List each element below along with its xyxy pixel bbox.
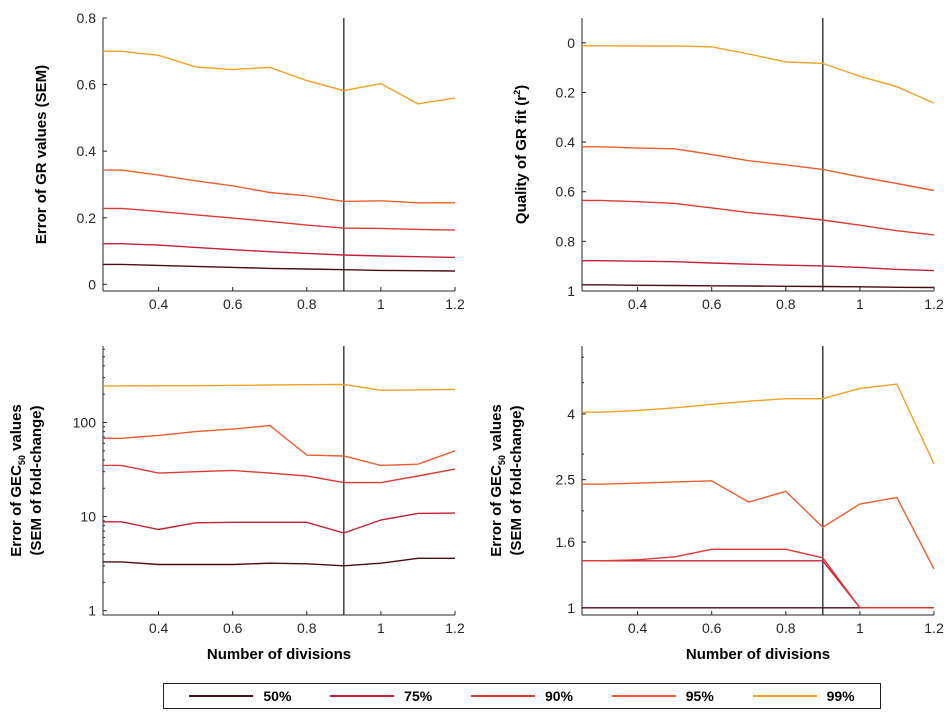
y-tick-label: 2.5: [556, 472, 576, 488]
series-line-95pct: [103, 169, 455, 204]
y-tick-label: 0.2: [556, 84, 576, 100]
series-line-95pct: [103, 424, 456, 467]
x-tick-label: 0.4: [628, 620, 648, 636]
x-tick-label: 1.2: [445, 620, 465, 636]
legend-label: 95%: [685, 688, 714, 704]
series-line-90pct: [103, 207, 456, 231]
y-tick-label: 0: [567, 35, 575, 51]
y-tick-label: 1: [567, 283, 575, 299]
y-tick-label: 0.6: [556, 184, 576, 200]
series-line-95pct: [582, 146, 935, 192]
y-tick-label: 0.2: [77, 210, 97, 226]
x-tick-label: 0.6: [702, 296, 722, 312]
x-tick-label: 1: [856, 620, 864, 636]
series-line-50pct: [103, 263, 456, 272]
series-line-75pct: [103, 242, 456, 259]
y-tick-label: 0.6: [77, 77, 97, 93]
x-tick-label: 0.4: [149, 296, 169, 312]
series-line-95pct: [582, 480, 935, 570]
y-tick-label: 0: [88, 276, 96, 292]
legend-item-90pct: 90%: [470, 688, 573, 704]
series-line-99pct: [103, 383, 456, 392]
y-axis-label-line2: (SEM of fold-change): [508, 406, 525, 556]
y-axis-label: Error of GEC50 values: [8, 404, 27, 557]
series-line-90pct: [582, 548, 934, 609]
y-tick-label: 0.4: [556, 134, 576, 150]
y-tick-label: 10: [80, 509, 96, 525]
x-tick-label: 1.2: [924, 296, 944, 312]
x-tick-label: 1: [377, 620, 385, 636]
y-tick-label: 0.8: [77, 10, 97, 26]
y-tick-label: 1: [88, 603, 96, 619]
legend-swatch: [189, 695, 254, 697]
x-tick-label: 0.8: [776, 620, 796, 636]
y-tick-label: 0.8: [556, 233, 576, 249]
legend-label: 50%: [263, 688, 292, 704]
x-tick-label: 1.2: [924, 620, 944, 636]
x-tick-label: 1: [856, 296, 864, 312]
y-axis-label: Error of GR values (SEM): [33, 65, 50, 244]
x-tick-label: 0.8: [776, 296, 796, 312]
legend-swatch: [330, 695, 395, 697]
x-tick-label: 0.6: [223, 296, 243, 312]
series-line-90pct: [103, 464, 456, 484]
y-tick-label: 4: [567, 406, 575, 422]
series-line-75pct: [582, 260, 935, 272]
chart-panel-4: 0.4 0.6 0.8 1 1.2 1 1.6 2.5 4 Error of GEC50 valu…: [488, 346, 944, 663]
x-tick-label: 1: [377, 296, 385, 312]
x-tick-label: 1.2: [445, 296, 465, 312]
legend-swatch: [752, 695, 817, 697]
series-line-99pct: [103, 50, 456, 105]
legend-label: 90%: [544, 688, 573, 704]
legend-item-95pct: 95%: [611, 688, 714, 704]
series-line-75pct: [103, 512, 456, 534]
chart-panel-1: 0.4 0.6 0.8 1 1.2 0 0.2 0.4 0.6 0.8 Error of GR va…: [33, 10, 465, 312]
series-line-99pct: [582, 45, 935, 104]
legend-label: 75%: [404, 688, 433, 704]
series-line-50pct: [582, 284, 935, 289]
chart-panel-2: 0.4 0.6 0.8 1 1.2 0 0.2 0.4 0.6 0.8 1 Quality of GR…: [512, 18, 944, 312]
x-tick-label: 0.8: [297, 620, 317, 636]
x-tick-label: 0.6: [223, 620, 243, 636]
series-line-99pct: [582, 383, 935, 465]
x-tick-label: 0.6: [702, 620, 722, 636]
x-axis-label: Number of divisions: [686, 646, 830, 663]
y-axis-label: Error of GEC50 values: [488, 404, 507, 557]
x-axis-label: Number of divisions: [207, 646, 351, 663]
legend-swatch: [611, 695, 676, 697]
legend-item-99pct: 99%: [752, 688, 855, 704]
x-tick-label: 0.4: [628, 296, 648, 312]
legend-item-50pct: 50%: [189, 688, 291, 704]
y-axis-label-line2: (SEM of fold-change): [28, 406, 45, 556]
series-line-50pct: [103, 557, 455, 567]
y-tick-label: 100: [73, 414, 97, 430]
legend-label: 99%: [826, 688, 855, 704]
series-line-90pct: [582, 199, 935, 236]
y-tick-label: 0.4: [77, 143, 97, 159]
x-tick-label: 0.4: [149, 620, 169, 636]
legend: 50% 75% 90% 95% 99%: [163, 683, 881, 709]
y-tick-label: 1.6: [556, 534, 576, 550]
chart-panel-3: 0.4 0.6 0.8 1 1.2 1 10 100 Error of GEC50 values…: [8, 346, 465, 663]
series-line-75pct: [582, 560, 934, 609]
y-axis-label: Quality of GR fit (r2): [512, 85, 530, 224]
legend-swatch: [470, 695, 535, 697]
legend-item-75pct: 75%: [330, 688, 432, 704]
y-tick-label: 1: [567, 600, 575, 616]
x-tick-label: 0.8: [297, 296, 317, 312]
